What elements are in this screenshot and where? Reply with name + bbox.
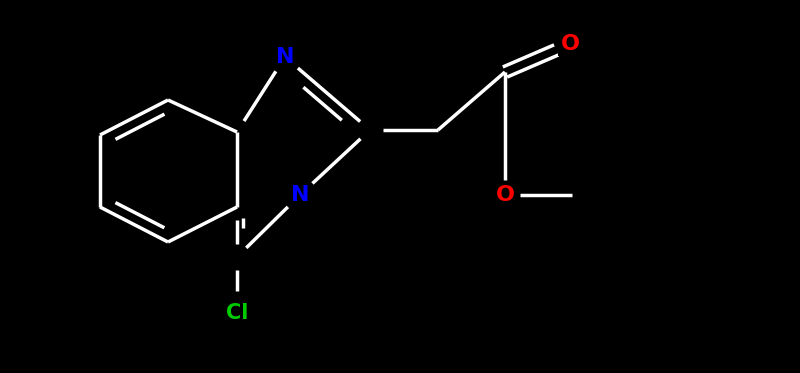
Text: N: N <box>290 185 310 205</box>
Text: O: O <box>561 34 579 54</box>
Text: O: O <box>495 185 514 205</box>
Text: N: N <box>276 47 294 67</box>
Text: Cl: Cl <box>226 303 248 323</box>
